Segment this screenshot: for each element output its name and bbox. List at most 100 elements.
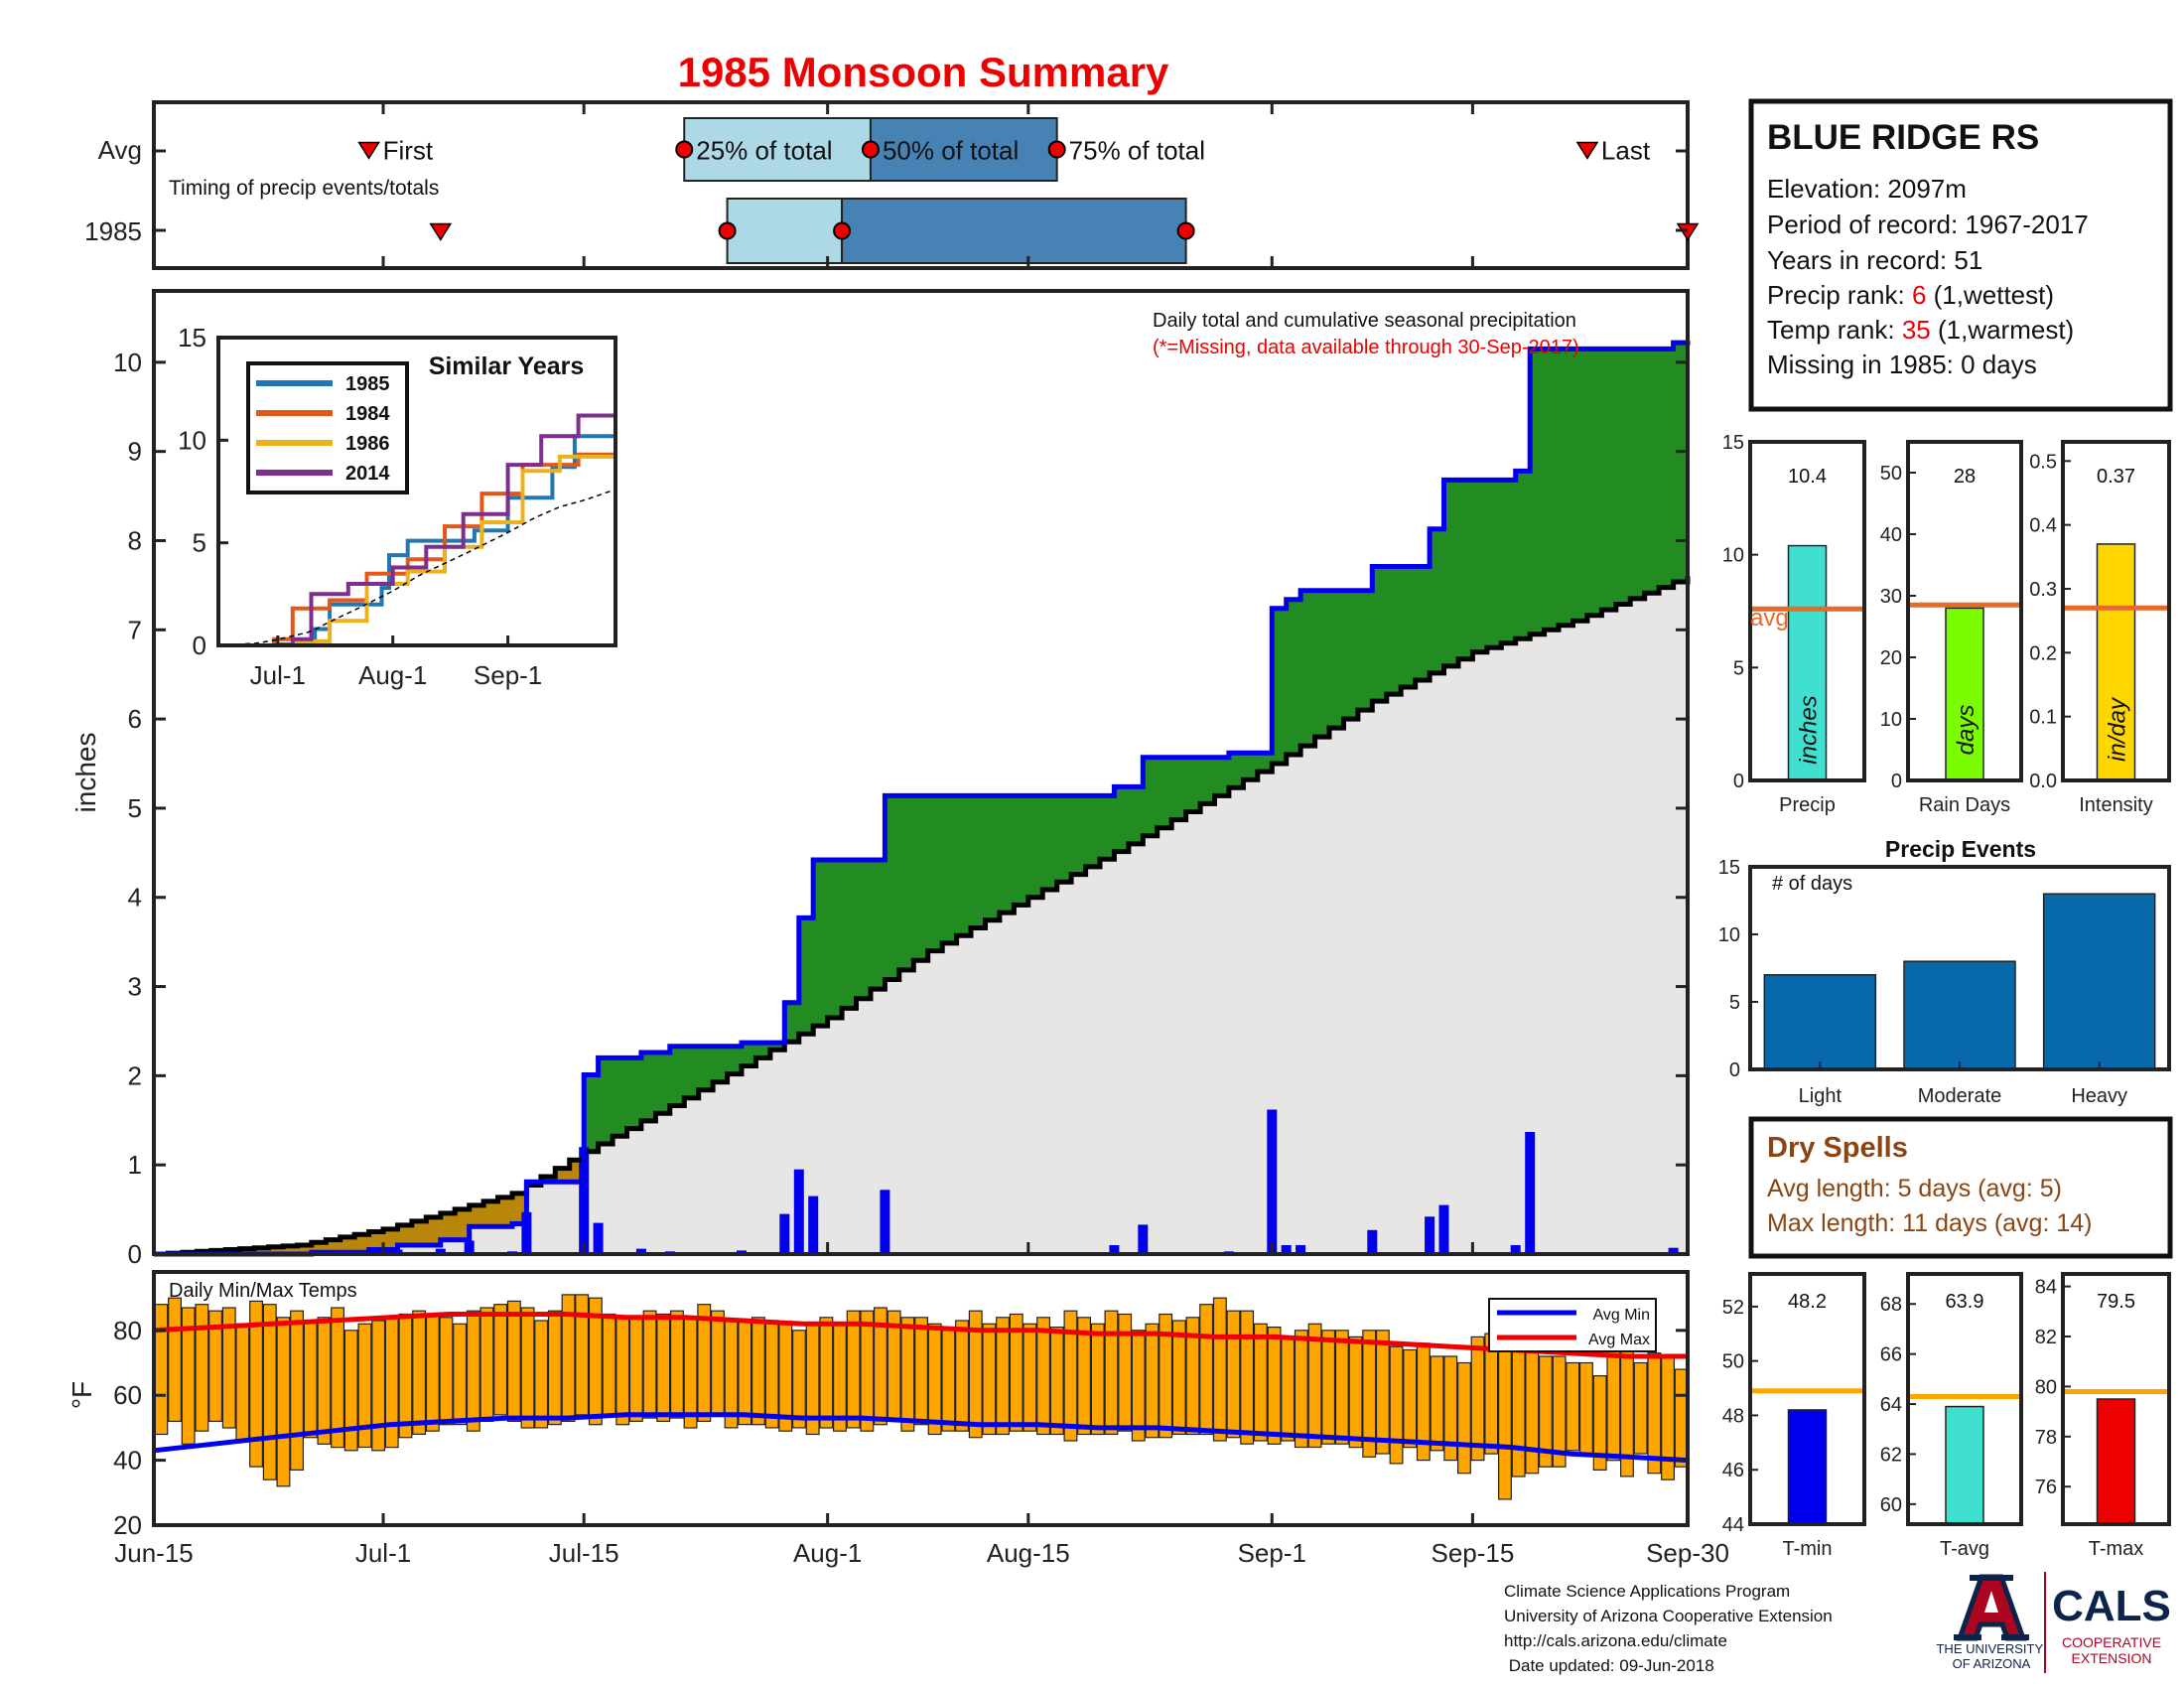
daily-temp-bar <box>168 1297 182 1422</box>
precip-ytick-label: 5 <box>128 793 142 823</box>
timing-row-year: 1985 <box>84 216 142 246</box>
daily-temp-bar <box>208 1310 222 1422</box>
avg-min-legend-label: Avg Min <box>1592 1307 1650 1324</box>
tmin-ytick-label: 44 <box>1722 1514 1744 1536</box>
tmax-ytick-label: 78 <box>2035 1427 2057 1449</box>
daily-temp-bar <box>1633 1361 1648 1455</box>
raindays-ytick-label: 20 <box>1880 647 1902 669</box>
station-name: BLUE RIDGE RS <box>1767 118 2039 157</box>
daily-temp-bar <box>1240 1310 1255 1445</box>
daily-temp-bar <box>249 1300 263 1468</box>
daily-precip-bar <box>635 1248 646 1254</box>
events-ytick-label: 15 <box>1718 857 1740 879</box>
timing-percentile-dot <box>861 140 880 159</box>
raindays-ytick-label: 40 <box>1880 524 1902 546</box>
precip-ytick-label: 4 <box>128 883 142 913</box>
timing-row-avg: Avg <box>98 135 142 165</box>
event-category-label: Light <box>1799 1085 1843 1107</box>
daily-temp-bar <box>1118 1313 1133 1432</box>
timing-percentile-dot <box>1047 140 1066 159</box>
daily-temp-bar <box>235 1323 250 1442</box>
daily-temp-bar <box>764 1320 779 1429</box>
raindays-ytick-label: 30 <box>1880 586 1902 608</box>
daily-temp-bar <box>1036 1317 1050 1436</box>
daily-temp-bar <box>1552 1355 1567 1468</box>
tmax-category-label: T-max <box>2089 1538 2144 1560</box>
temp-chart-title: Daily Min/Max Temps <box>169 1280 357 1302</box>
daily-temp-bar <box>1592 1374 1607 1471</box>
daily-temp-bar <box>331 1307 345 1449</box>
events-panel: Precip Events Light Moderate Heavy 0 5 10 15 #… <box>1718 836 2171 1107</box>
daily-temp-bar <box>1212 1297 1227 1442</box>
inset-legend-label: 1984 <box>345 403 390 425</box>
daily-temp-bar <box>357 1323 372 1449</box>
avg-max-legend-label: Avg Max <box>1588 1332 1650 1348</box>
daily-temp-bar <box>1307 1323 1322 1449</box>
inset-xtick-label: Jul-1 <box>250 660 306 690</box>
date-tick-label: Sep-1 <box>1238 1538 1306 1568</box>
station-temp-rank: Temp rank: 35 (1,warmest) <box>1767 315 2074 345</box>
timing-p25-label: 25% of total <box>696 136 832 166</box>
daily-temp-bar <box>453 1323 468 1426</box>
precip-value-label: 10.4 <box>1788 466 1827 488</box>
precip-unit-label: inches <box>1796 695 1823 764</box>
avg-cumulative-line <box>154 576 1691 1257</box>
daily-precip-bar <box>435 1248 446 1254</box>
timing-event-marker <box>429 222 453 241</box>
precip-frame <box>1748 440 1866 782</box>
daily-temp-bar <box>1185 1317 1200 1436</box>
cals-sub1: COOPERATIVE <box>2062 1634 2161 1650</box>
intensity-frame <box>2061 440 2171 782</box>
daily-temp-bar <box>982 1323 997 1436</box>
tmin-ytick-label: 52 <box>1722 1297 1744 1319</box>
tavg-value-label: 63.9 <box>1946 1291 1984 1313</box>
ua-logo-text: THE UNIVERSITY OF ARIZONA <box>1936 1641 2046 1671</box>
dry-spells-avg: Avg length: 5 days (avg: 5) <box>1767 1175 2062 1202</box>
daily-precip-bar <box>1267 1109 1278 1254</box>
intensity-ytick-label: 0.2 <box>2029 642 2057 664</box>
precip-chart-subtitle: (*=Missing, data available through 30-Se… <box>1153 337 1579 358</box>
temp-ytick-label: 20 <box>113 1510 142 1540</box>
precip-ytick-label: 0 <box>1733 771 1744 792</box>
precip-ytick-label: 0 <box>128 1239 142 1269</box>
daily-temp-bar <box>1267 1326 1282 1445</box>
daily-temp-bar <box>996 1317 1011 1436</box>
daily-precip-bar <box>521 1211 532 1254</box>
footer-line-4: Date updated: 09-Jun-2018 <box>1504 1656 1714 1675</box>
timing-first-label: First <box>383 136 434 166</box>
intensity-ytick-label: 0.3 <box>2029 579 2057 601</box>
daily-temp-bar <box>1334 1330 1349 1445</box>
daily-temp-bar <box>343 1330 358 1452</box>
daily-temp-bar <box>791 1330 806 1429</box>
ua-a-mark <box>1954 1574 2029 1641</box>
daily-precip-bar <box>1525 1132 1536 1254</box>
timing-box-late <box>841 198 1187 264</box>
intensity-ytick-label: 0.4 <box>2029 515 2057 537</box>
daily-temp-bar <box>615 1317 630 1426</box>
daily-precip-bar <box>1281 1245 1292 1254</box>
daily-temp-bar <box>927 1323 942 1436</box>
daily-temp-bar <box>1090 1323 1105 1436</box>
daily-temp-bar <box>669 1310 684 1419</box>
dry-spells-title: Dry Spells <box>1767 1132 1908 1164</box>
daily-temp-bar <box>195 1304 209 1432</box>
similar-years-inset: 0 5 10 15 Jul-1 Aug-1 Sep-1 Similar Years 1985… <box>178 323 617 690</box>
timing-event-marker <box>1575 141 1599 160</box>
footer-line-3: http://cals.arizona.edu/climate <box>1504 1631 1727 1650</box>
daily-precip-bar <box>593 1222 604 1254</box>
timing-note: Timing of precip events/totals <box>169 177 439 200</box>
daily-precip-bar <box>1109 1245 1120 1254</box>
tavg-category-label: T-avg <box>1940 1538 1989 1560</box>
tmin-value-label: 48.2 <box>1788 1291 1827 1313</box>
daily-temp-bar <box>1049 1326 1064 1436</box>
daily-precip-bar <box>808 1196 819 1254</box>
daily-precip-bar <box>1425 1216 1435 1254</box>
daily-temp-bar <box>276 1317 291 1487</box>
daily-temp-bar <box>493 1304 508 1416</box>
date-tick-label: Aug-1 <box>793 1538 862 1568</box>
daily-temp-bar <box>290 1310 305 1471</box>
precip-total-bar <box>1787 544 1828 781</box>
inset-legend-label: 2014 <box>345 463 390 485</box>
station-years: Years in record: 51 <box>1767 245 1982 275</box>
